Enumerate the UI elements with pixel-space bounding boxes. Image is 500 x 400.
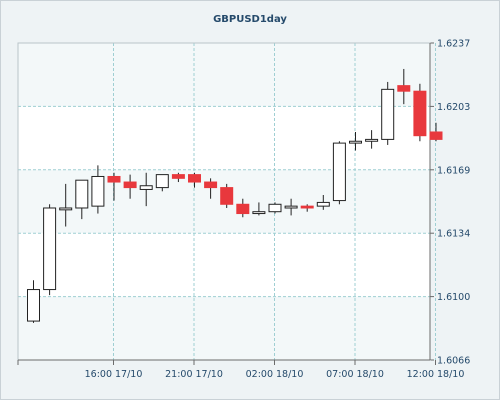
candle-down xyxy=(204,178,218,199)
chart-title: GBPUSD1day xyxy=(213,14,287,25)
candle-body xyxy=(332,142,346,202)
candle-up xyxy=(59,183,73,227)
candle-up xyxy=(91,165,105,214)
plot-band xyxy=(18,43,430,107)
candle-up xyxy=(284,198,298,216)
candle-body xyxy=(236,203,250,215)
candle-down xyxy=(171,172,185,183)
candle-up xyxy=(155,174,169,192)
candle-body xyxy=(139,185,153,190)
plot-band xyxy=(18,296,430,360)
candle-down xyxy=(413,83,427,142)
candle-up xyxy=(365,130,379,149)
candle-body xyxy=(123,181,137,189)
candle-body xyxy=(365,138,379,142)
candle-body xyxy=(155,174,169,189)
candle-up xyxy=(75,179,89,220)
candle-body xyxy=(59,207,73,211)
candle-down xyxy=(188,172,201,188)
candle-up xyxy=(252,202,266,216)
candle-up xyxy=(349,131,362,151)
candle-down xyxy=(236,198,250,218)
candle-body xyxy=(204,181,218,189)
y-tick-label: 1.6237 xyxy=(437,39,470,50)
y-tick-label: 1.6169 xyxy=(437,165,470,176)
x-tick-label: 12:00 18/10 xyxy=(407,369,465,380)
candle-up xyxy=(139,172,153,207)
candle-body xyxy=(75,179,89,209)
candle-body xyxy=(429,131,443,140)
candle-up xyxy=(43,204,57,296)
candle-down xyxy=(123,174,137,199)
candle-down xyxy=(397,68,411,105)
candle-up xyxy=(316,195,330,210)
y-tick-label: 1.6066 xyxy=(437,356,470,367)
candle-down xyxy=(429,122,443,142)
candle-body xyxy=(381,88,395,140)
candle-down xyxy=(300,204,314,212)
candle-up xyxy=(268,202,282,214)
candle-body xyxy=(188,174,201,183)
candle-body xyxy=(397,85,411,92)
candle-up xyxy=(332,141,346,205)
candle-body xyxy=(300,205,314,209)
candle-up xyxy=(27,280,40,323)
candle-body xyxy=(91,175,105,207)
x-tick-label: 16:00 17/10 xyxy=(85,369,143,380)
candle-body xyxy=(43,207,57,291)
candle-body xyxy=(316,201,330,207)
candle-down xyxy=(107,172,121,201)
candle-body xyxy=(268,203,282,213)
candle-body xyxy=(252,211,266,215)
x-tick-label: 02:00 18/10 xyxy=(246,369,304,380)
x-tick-label: 21:00 17/10 xyxy=(165,369,223,380)
candle-body xyxy=(171,174,185,179)
y-tick-label: 1.6100 xyxy=(437,292,470,303)
candle-body xyxy=(284,205,298,209)
candle-body xyxy=(349,140,362,144)
candle-up xyxy=(381,81,395,145)
x-tick-label: 07:00 18/10 xyxy=(326,369,384,380)
candle-body xyxy=(107,175,121,183)
y-tick-label: 1.6134 xyxy=(437,229,470,240)
candle-body xyxy=(27,289,40,322)
candle-body xyxy=(413,90,427,137)
candle-down xyxy=(220,183,234,208)
candle-body xyxy=(220,187,234,205)
y-tick-label: 1.6203 xyxy=(437,102,470,113)
